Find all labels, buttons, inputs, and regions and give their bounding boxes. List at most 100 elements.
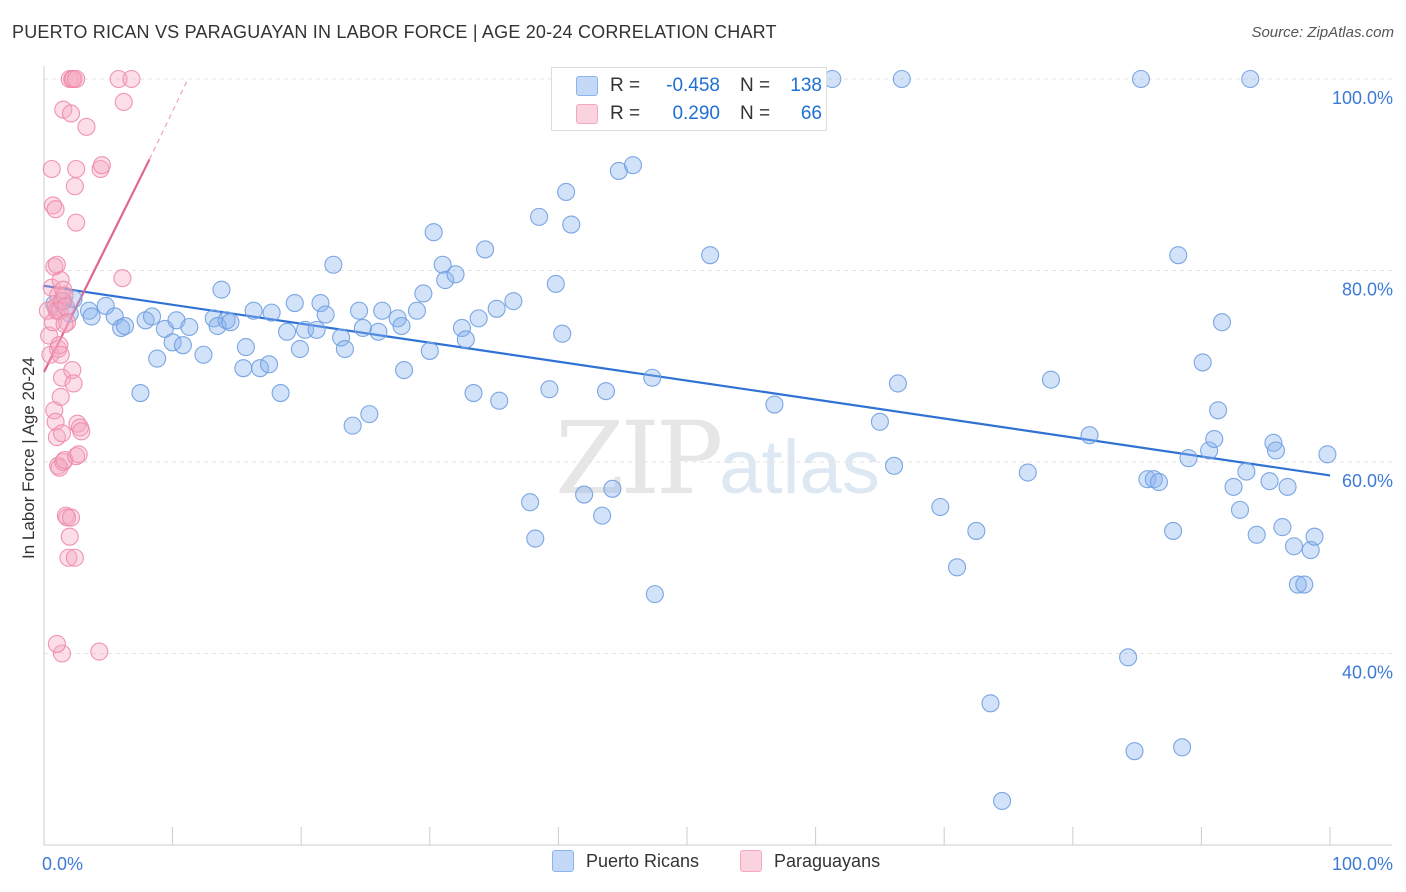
- data-point: [1224, 477, 1243, 496]
- data-point: [562, 215, 581, 234]
- legend-row-puerto-ricans: R = -0.458 N = 138: [576, 72, 822, 100]
- correlation-legend: R = -0.458 N = 138 R = 0.290 N = 66: [551, 67, 827, 131]
- data-point: [1260, 472, 1279, 491]
- data-point: [194, 345, 213, 364]
- data-point: [530, 207, 549, 226]
- data-point: [623, 156, 643, 175]
- series-swatch-pink: [740, 850, 762, 872]
- data-point: [526, 529, 545, 548]
- data-point: [1273, 518, 1292, 537]
- legend-n-label: N =: [740, 103, 771, 124]
- data-point: [65, 548, 84, 567]
- data-point: [1193, 353, 1212, 372]
- data-point: [350, 301, 369, 320]
- data-point: [1144, 470, 1163, 489]
- data-point: [1080, 426, 1099, 445]
- data-point: [148, 349, 167, 368]
- data-point: [1041, 370, 1060, 389]
- data-point: [54, 280, 73, 299]
- trend-line-extension: [148, 78, 189, 160]
- data-point: [553, 324, 572, 343]
- data-point: [56, 297, 75, 316]
- data-point: [765, 395, 784, 414]
- data-point: [892, 69, 911, 89]
- data-point: [311, 294, 330, 313]
- axes: [43, 66, 1392, 846]
- data-point: [67, 447, 86, 466]
- chart-title: PUERTO RICAN VS PARAGUAYAN IN LABOR FORC…: [12, 22, 777, 42]
- legend-r-label: R =: [610, 103, 641, 124]
- data-point: [52, 368, 72, 387]
- data-point: [122, 69, 141, 89]
- data-point: [521, 493, 540, 512]
- data-point: [163, 333, 182, 352]
- data-point: [180, 317, 199, 337]
- series-label: Puerto Ricans: [586, 850, 700, 871]
- data-point: [1149, 473, 1169, 492]
- y-tick-label: 60.0%: [1342, 471, 1393, 491]
- data-point: [452, 318, 472, 338]
- data-point: [1247, 525, 1266, 544]
- data-point: [58, 508, 77, 527]
- data-point: [1018, 463, 1037, 482]
- data-point: [271, 384, 290, 403]
- data-point: [469, 309, 488, 328]
- data-point: [1278, 477, 1297, 496]
- data-point: [244, 301, 263, 320]
- data-point: [1284, 537, 1304, 556]
- data-point: [395, 361, 414, 380]
- watermark: ZIPatlas: [555, 400, 880, 517]
- data-point: [59, 548, 78, 567]
- watermark-zip: ZIP: [555, 400, 723, 517]
- data-point: [993, 791, 1012, 811]
- data-point: [67, 159, 86, 179]
- data-point: [1125, 742, 1144, 761]
- legend-n-label: N =: [740, 75, 771, 96]
- y-tick-label: 80.0%: [1342, 280, 1393, 300]
- y-tick-label: 40.0%: [1342, 663, 1393, 683]
- data-point: [433, 255, 452, 274]
- data-point: [593, 506, 612, 525]
- data-point: [888, 374, 907, 393]
- data-point: [420, 341, 439, 360]
- legend-r-value: 0.290: [672, 103, 720, 124]
- data-point: [221, 313, 240, 332]
- data-point: [446, 265, 465, 284]
- data-point: [1295, 575, 1314, 594]
- data-point: [575, 485, 594, 504]
- data-point: [50, 336, 69, 355]
- data-point: [392, 316, 411, 336]
- data-point: [131, 384, 150, 403]
- data-point: [96, 296, 115, 315]
- data-point: [369, 322, 388, 341]
- data-point: [332, 328, 351, 347]
- series-label: Paraguayans: [774, 850, 881, 871]
- data-point: [407, 301, 426, 320]
- data-point: [1119, 648, 1138, 667]
- data-point: [90, 642, 109, 661]
- data-point: [250, 359, 270, 378]
- data-point: [1301, 541, 1320, 560]
- data-point: [82, 307, 101, 326]
- data-point: [142, 307, 162, 326]
- source-credit: Source: ZipAtlas.com: [1251, 24, 1394, 41]
- data-point: [1237, 462, 1256, 481]
- series-legend-puerto-ricans: Puerto Ricans: [552, 850, 699, 872]
- data-point: [436, 271, 455, 290]
- data-point: [1138, 470, 1157, 489]
- data-point: [1305, 527, 1324, 546]
- data-point: [173, 336, 192, 355]
- data-point: [1241, 69, 1260, 89]
- data-point: [259, 355, 279, 374]
- data-point: [72, 422, 91, 441]
- data-point: [540, 380, 559, 399]
- data-point: [1179, 449, 1198, 468]
- series-swatch-blue: [552, 850, 574, 872]
- data-point: [1209, 401, 1228, 420]
- data-point: [212, 280, 231, 299]
- data-point: [290, 339, 309, 359]
- data-point: [1173, 738, 1192, 757]
- data-point: [504, 292, 523, 311]
- data-point: [1212, 313, 1232, 332]
